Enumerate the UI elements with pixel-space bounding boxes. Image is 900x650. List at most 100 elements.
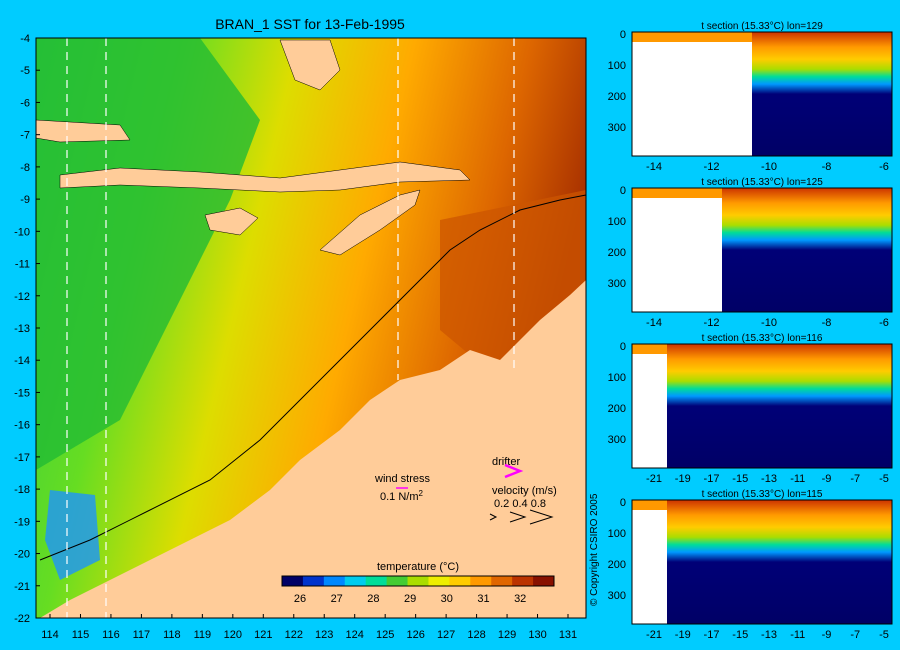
copyright-text: © Copyright CSIRO 2005 [589,493,600,606]
section-depth-tick: 200 [608,91,626,103]
section-depth-tick: 200 [608,247,626,259]
lat-tick-label: -5 [20,65,30,77]
lon-tick-label: 126 [406,629,424,641]
section-lat-tick: -6 [879,161,889,173]
lat-tick-label: -12 [14,291,30,303]
section-depth-tick: 300 [608,278,626,290]
island-timor [319,189,421,256]
lon-tick-label: 118 [163,629,181,641]
section-title: t section (15.33°C) lon=129 [701,21,823,32]
colorbar-frame [281,575,555,587]
section-depth-tick: 200 [608,403,626,415]
colorbar-cell [386,576,409,586]
section-lat-tick: -11 [790,473,805,485]
section-temperature-field [722,188,892,312]
cool-patch [45,490,100,580]
section-lat-tick: -7 [850,473,860,485]
section-depth-tick: 300 [608,122,626,134]
section-lat-tick: -14 [646,317,662,329]
section-panel: t section (15.33°C) lon=129 0 100 200 300 -14… [608,21,893,173]
lon-tick-label: 130 [528,629,546,641]
section-surface-layer [632,188,722,198]
section-frame [631,31,893,157]
section-depth-tick: 300 [608,590,626,602]
section-temperature-field [752,32,892,156]
section-lat-tick: -12 [704,317,720,329]
bathymetry-contour [39,194,587,561]
lon-tick-label: 122 [285,629,303,641]
section-temperature-field [667,344,892,468]
colorbar-tick-label: 32 [514,593,526,605]
colorbar-cell [449,576,471,586]
island-sulawesi [279,39,341,91]
lon-tick-label: 114 [41,629,59,641]
section-depth-tick: 200 [608,559,626,571]
colorbar-cell [323,576,346,586]
wind-stress-scale: 0.1 N/m2 [380,489,424,503]
colorbar-cell [365,576,388,586]
wind-stress-label: wind stress [374,473,431,485]
colorbar-title: temperature (°C) [377,561,459,573]
colorbar: temperature (°C) 26 27 28 29 30 31 32 [281,561,555,605]
section-lat-tick: -13 [761,473,777,485]
colorbar-cell [407,576,429,586]
colorbar-cell [428,576,450,586]
lat-tick-label: -18 [14,484,30,496]
longitude-axis: 114 115 116 117 118 119 120 121 122 123 124 125 126 1… [41,614,577,641]
velocity-arrows [489,509,554,525]
section-panel: t section (15.33°C) lon=116 0 100 200 300 -21… [608,333,893,485]
section-temperature-field [667,500,892,624]
lon-tick-label: 127 [437,629,455,641]
lon-tick-label: 123 [315,629,333,641]
colorbar-cell [344,576,367,586]
section-lat-tick: -8 [822,161,832,173]
map-legend: wind stress 0.1 N/m2 drifter velocity (m… [374,456,557,525]
lat-tick-label: -21 [14,581,30,593]
lon-tick-label: 117 [133,629,151,641]
map-title: BRAN_1 SST for 13-Feb-1995 [215,16,405,32]
section-lat-tick: -21 [646,629,662,641]
section-lat-tick: -15 [732,629,748,641]
lat-tick-label: -15 [14,387,30,399]
section-frame [631,499,893,625]
lat-tick-label: -22 [14,613,30,625]
colorbar-cells [281,575,555,587]
lon-tick-label: 119 [194,629,212,641]
colorbar-cell [470,576,492,586]
colorbar-tick-label: 28 [367,593,379,605]
island-chain [59,161,471,193]
lon-tick-label: 121 [254,629,272,641]
section-depth-tick: 100 [608,372,626,384]
lat-tick-label: -13 [14,323,30,335]
colorbar-cell [533,576,555,586]
lat-tick-label: -4 [20,33,30,45]
lon-tick-label: 128 [467,629,485,641]
section-lat-tick: -21 [646,473,662,485]
section-depth-tick: 0 [620,185,626,197]
lat-tick-label: -8 [20,162,30,174]
lat-tick-label: -20 [14,549,30,561]
section-depth-tick: 100 [608,528,626,540]
section-lat-tick: -19 [675,473,691,485]
drifter-label: drifter [492,456,520,468]
section-lat-tick: -8 [822,317,832,329]
island-sumba [204,207,259,236]
section-lat-tick: -5 [879,629,889,641]
section-lat-tick: -17 [704,473,720,485]
section-depth-tick: 0 [620,29,626,41]
section-lat-tick: -5 [879,473,889,485]
lon-tick-label: 116 [102,629,120,641]
section-panel: t section (15.33°C) lon=115 0 100 200 300 -21… [608,489,893,641]
section-lat-tick: -14 [646,161,662,173]
colorbar-cell [282,576,304,586]
colorbar-ticks: 26 27 28 29 30 31 32 [294,593,526,605]
lon-tick-label: 124 [346,629,364,641]
section-lat-tick: -17 [704,629,720,641]
australia-land [40,280,586,618]
section-lat-tick: -11 [790,629,805,641]
western-green-waters [36,38,260,470]
section-depth-tick: 300 [608,434,626,446]
section-title: t section (15.33°C) lon=115 [702,489,823,500]
section-lat-tick: -10 [761,317,777,329]
colorbar-tick-label: 30 [441,593,453,605]
